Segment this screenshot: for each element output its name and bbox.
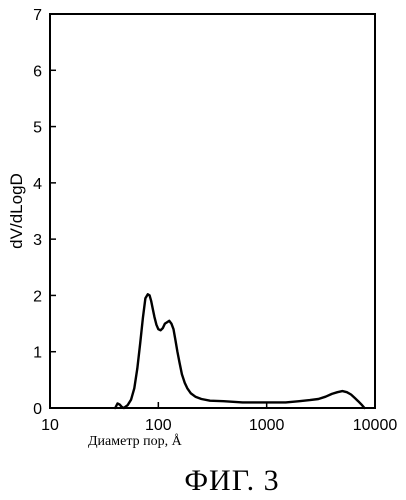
y-tick-label: 0 [33,401,42,418]
x-axis-ticks: 10 100 1000 10000 [41,402,397,434]
plot-frame [50,14,375,408]
x-tick-label: 100 [145,417,172,434]
y-axis-label: dV/dLogD [7,173,26,249]
x-tick-label: 10000 [353,417,398,434]
figure-caption: ФИГ. 3 [184,464,279,497]
series-line [115,294,364,408]
y-tick-label: 2 [33,288,42,305]
x-tick-label: 1000 [249,417,285,434]
y-tick-label: 1 [33,345,42,362]
y-axis-ticks: 0 1 2 3 4 5 6 7 [33,7,56,418]
y-tick-label: 7 [33,7,42,24]
y-tick-label: 4 [33,176,42,193]
y-tick-label: 3 [33,232,42,249]
y-tick-label: 6 [33,63,42,80]
x-tick-label: 10 [41,417,59,434]
y-tick-label: 5 [33,120,42,137]
x-axis-label: Диаметр пор, Å [88,433,183,449]
